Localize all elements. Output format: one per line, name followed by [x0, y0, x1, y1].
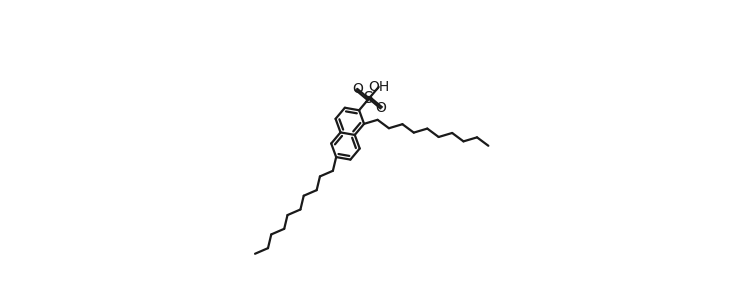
Text: O: O [352, 82, 363, 96]
Text: O: O [375, 101, 386, 115]
Text: OH: OH [368, 80, 389, 94]
Text: S: S [364, 91, 374, 106]
